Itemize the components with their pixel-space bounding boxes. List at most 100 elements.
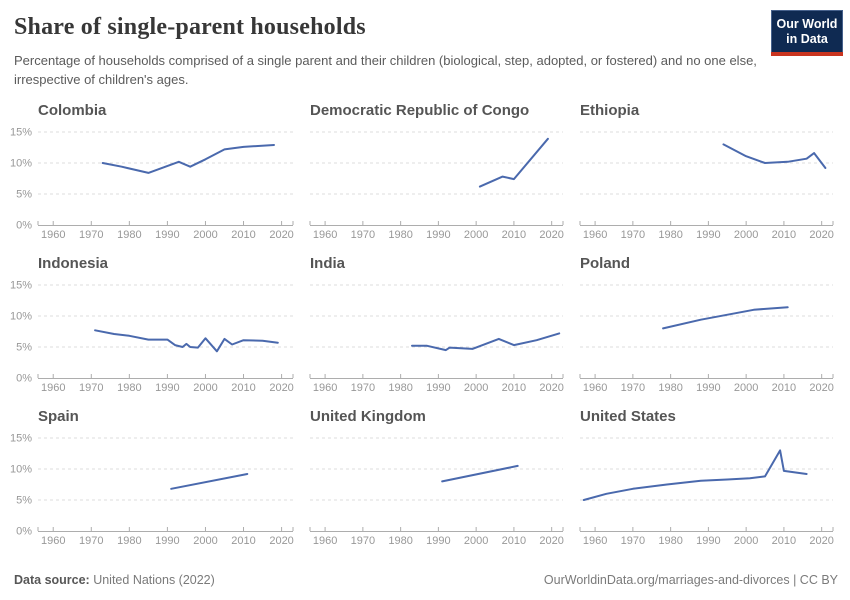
- x-tick-label: 2000: [734, 535, 758, 547]
- data-line: [411, 331, 561, 351]
- x-tick-label: 2020: [809, 229, 833, 241]
- x-tick-label: 2020: [269, 382, 293, 394]
- x-tick-label: 2000: [193, 382, 217, 394]
- x-tick-label: 2010: [231, 535, 255, 547]
- x-tick-label: 1970: [351, 382, 375, 394]
- owid-logo: Our World in Data: [771, 10, 843, 56]
- x-tick-label: 1970: [351, 229, 375, 241]
- chart-cell-drc: Democratic Republic of Congo 1960 1970 198…: [309, 102, 564, 242]
- x-tick-label: 1960: [41, 382, 65, 394]
- line-chart-indonesia: 1960 1970 1980 1990 2000 2010 2020 0% 5% 10% 15%: [10, 279, 294, 394]
- x-tick-label: 1980: [388, 229, 412, 241]
- chart-footer: Data source: United Nations (2022) OurWo…: [14, 573, 838, 587]
- chart-title: Indonesia: [38, 254, 109, 272]
- y-tick-label: 5%: [16, 188, 32, 200]
- x-tick-label: 2000: [464, 229, 488, 241]
- data-line: [101, 143, 275, 174]
- chart-title: United Kingdom: [310, 407, 426, 425]
- y-tick-label: 15%: [10, 432, 32, 444]
- y-tick-label: 10%: [10, 310, 32, 322]
- line-chart-drc: 1960 1970 1980 1990 2000 2010 2020: [309, 131, 564, 241]
- x-tick-label: 2020: [809, 382, 833, 394]
- owid-logo-line2: in Data: [786, 32, 828, 46]
- line-chart-india: 1960 1970 1980 1990 2000 2010 2020: [309, 284, 564, 394]
- data-line: [170, 472, 249, 490]
- x-tick-label: 2010: [502, 382, 526, 394]
- y-tick-label: 10%: [10, 463, 32, 475]
- y-tick-label: 5%: [16, 494, 32, 506]
- owid-logo-stripe: [771, 52, 843, 56]
- x-tick-label: 1960: [583, 229, 607, 241]
- x-tick-label: 1980: [117, 382, 141, 394]
- x-tick-label: 2000: [464, 382, 488, 394]
- line-chart-ethiopia: 1960 1970 1980 1990 2000 2010 2020: [579, 131, 834, 241]
- line-chart-poland: 1960 1970 1980 1990 2000 2010 2020: [579, 284, 834, 394]
- x-tick-label: 1980: [658, 229, 682, 241]
- x-tick-label: 1980: [658, 382, 682, 394]
- owid-logo-line1: Our World: [776, 17, 838, 31]
- x-tick-label: 2000: [193, 535, 217, 547]
- x-tick-label: 1960: [583, 382, 607, 394]
- x-tick-label: 2020: [269, 229, 293, 241]
- x-tick-label: 1990: [426, 382, 450, 394]
- chart-cell-poland: Poland 1960 1970 1980 1990 2000 2010 2020: [579, 255, 834, 395]
- x-tick-label: 2020: [539, 229, 563, 241]
- x-tick-label: 2000: [464, 535, 488, 547]
- x-tick-label: 1970: [79, 535, 103, 547]
- x-tick-label: 2010: [772, 382, 796, 394]
- chart-title: United States: [580, 407, 676, 425]
- chart-header: Share of single-parent households Our Wo…: [14, 10, 843, 90]
- x-tick-label: 1970: [621, 229, 645, 241]
- chart-title: Colombia: [38, 101, 107, 119]
- x-tick-label: 2000: [734, 229, 758, 241]
- y-tick-label: 0%: [16, 372, 32, 384]
- x-tick-label: 2010: [231, 382, 255, 394]
- data-line: [441, 464, 519, 482]
- x-tick-label: 1970: [79, 382, 103, 394]
- x-tick-label: 2010: [772, 535, 796, 547]
- x-tick-label: 1960: [41, 229, 65, 241]
- y-tick-label: 15%: [10, 126, 32, 138]
- x-tick-label: 1960: [313, 229, 337, 241]
- x-tick-label: 1960: [313, 382, 337, 394]
- chart-title: India: [310, 254, 346, 272]
- x-tick-label: 2020: [809, 535, 833, 547]
- chart-cell-uk: United Kingdom 1960 1970 1980 1990 2000 2010 2…: [309, 407, 564, 548]
- x-tick-label: 1990: [426, 535, 450, 547]
- data-line: [662, 305, 789, 329]
- line-chart-uk: 1960 1970 1980 1990 2000 2010 2020: [309, 437, 564, 547]
- x-tick-label: 1980: [388, 382, 412, 394]
- x-tick-label: 1980: [117, 535, 141, 547]
- x-tick-label: 1980: [117, 229, 141, 241]
- x-tick-label: 2020: [539, 535, 563, 547]
- x-tick-label: 1970: [79, 229, 103, 241]
- page-subtitle: Percentage of households comprised of a …: [14, 52, 757, 88]
- x-tick-label: 2010: [231, 229, 255, 241]
- x-tick-label: 1990: [155, 382, 179, 394]
- x-tick-label: 2010: [502, 535, 526, 547]
- data-line: [722, 142, 827, 169]
- y-tick-label: 10%: [10, 157, 32, 169]
- x-tick-label: 1960: [313, 535, 337, 547]
- chart-cell-indonesia: Indonesia 1960 1970 1980 1990 2000 2010 2020 0%…: [10, 254, 294, 395]
- x-tick-label: 2020: [269, 535, 293, 547]
- x-tick-label: 1990: [155, 229, 179, 241]
- page-title: Share of single-parent households: [14, 14, 366, 40]
- line-chart-us: 1960 1970 1980 1990 2000 2010 2020: [579, 437, 834, 547]
- x-tick-label: 1970: [621, 382, 645, 394]
- x-tick-label: 1970: [351, 535, 375, 547]
- chart-title: Ethiopia: [580, 101, 640, 119]
- x-tick-label: 1990: [426, 229, 450, 241]
- x-tick-label: 1990: [696, 229, 720, 241]
- y-tick-label: 5%: [16, 341, 32, 353]
- footer-source-value: United Nations (2022): [89, 573, 215, 587]
- footer-link[interactable]: OurWorldinData.org/marriages-and-divorce…: [543, 573, 838, 587]
- x-tick-label: 1990: [696, 382, 720, 394]
- chart-cell-us: United States 1960 1970 1980 1990 2000 2010 20…: [579, 407, 834, 548]
- x-tick-label: 2010: [772, 229, 796, 241]
- x-tick-label: 2020: [539, 382, 563, 394]
- data-line: [478, 137, 549, 188]
- x-tick-label: 1960: [583, 535, 607, 547]
- chart-cell-spain: Spain 1960 1970 1980 1990 2000 2010 2020 0% 5% 10…: [10, 407, 294, 548]
- chart-title: Spain: [38, 407, 79, 425]
